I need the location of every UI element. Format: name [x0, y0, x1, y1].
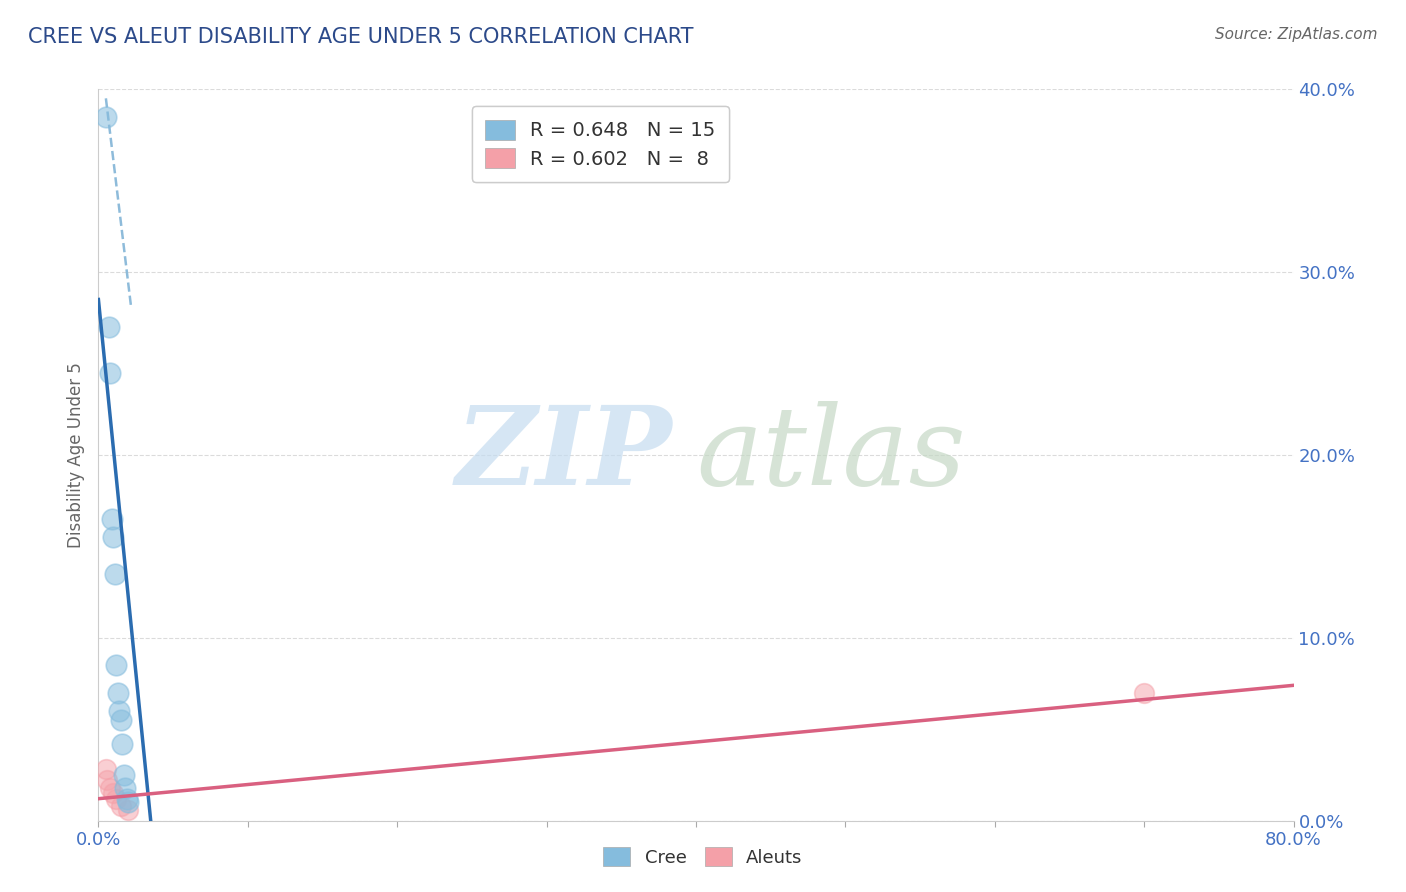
Text: Source: ZipAtlas.com: Source: ZipAtlas.com — [1215, 27, 1378, 42]
Point — [98, 780, 122, 795]
Text: CREE VS ALEUT DISABILITY AGE UNDER 5 CORRELATION CHART: CREE VS ALEUT DISABILITY AGE UNDER 5 COR… — [28, 27, 693, 46]
Legend: R = 0.648   N = 15, R = 0.602   N =  8: R = 0.648 N = 15, R = 0.602 N = 8 — [472, 106, 728, 182]
Point — [110, 713, 132, 727]
Point — [101, 512, 124, 526]
Point — [110, 799, 132, 814]
Point — [117, 796, 139, 810]
Point — [103, 530, 125, 544]
Text: atlas: atlas — [696, 401, 966, 508]
Point — [97, 319, 120, 334]
Point — [105, 658, 128, 673]
Point — [105, 791, 128, 805]
Point — [104, 566, 127, 581]
Point — [108, 704, 131, 718]
Point — [94, 110, 117, 124]
Point — [96, 773, 118, 788]
Point — [1133, 686, 1156, 700]
Point — [117, 803, 139, 817]
Point — [112, 768, 135, 782]
Legend: Cree, Aleuts: Cree, Aleuts — [596, 840, 810, 874]
Point — [103, 786, 125, 800]
Text: ZIP: ZIP — [456, 401, 672, 508]
Point — [107, 686, 129, 700]
Point — [115, 791, 138, 805]
Point — [98, 366, 122, 380]
Y-axis label: Disability Age Under 5: Disability Age Under 5 — [66, 362, 84, 548]
Point — [94, 763, 117, 777]
Point — [114, 780, 136, 795]
Point — [111, 737, 134, 751]
